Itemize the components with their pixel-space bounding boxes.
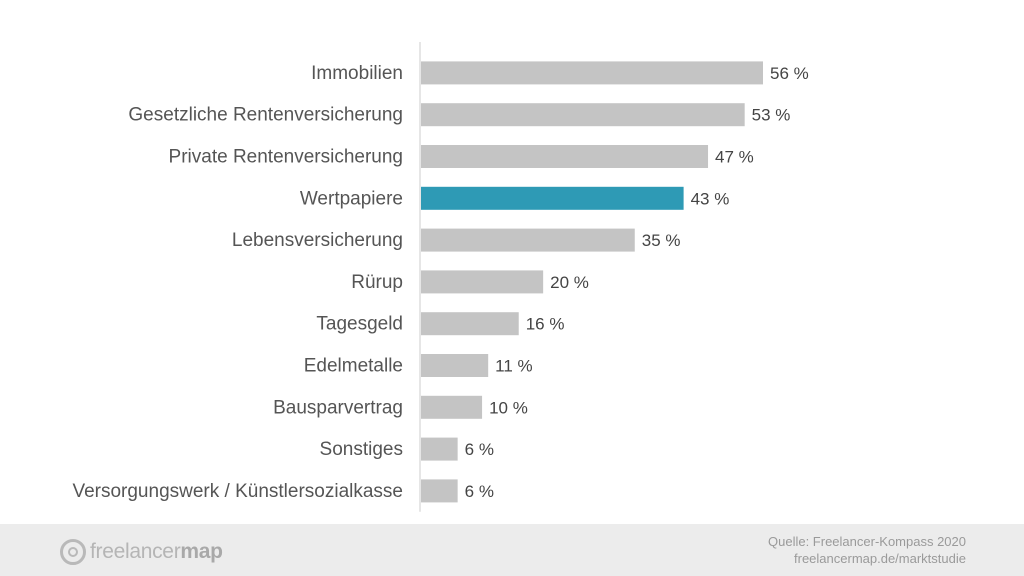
value-label: 6 % [465,482,494,501]
bar-10 [421,479,458,503]
bar-chart: Immobilien Gesetzliche Rentenversicherung… [72,42,809,512]
bar-1 [421,103,745,127]
category-label: Rürup [351,272,403,293]
category-label: Wertpapiere [300,188,403,209]
value-label: 43 % [691,189,730,208]
bar-2 [421,145,709,168]
bar-group [421,61,763,503]
value-label: 16 % [526,315,565,334]
bar-3 [421,186,684,210]
logo-text-bold: map [180,540,223,563]
category-label: Immobilien [311,63,403,84]
value-label: 10 % [489,398,528,417]
bar-9 [421,437,458,461]
category-label: Tagesgeld [316,314,403,335]
logo-text: freelancermap [90,540,223,564]
source-note: Quelle: Freelancer-Kompass 2020 freelanc… [768,533,966,567]
category-label: Private Rentenversicherung [169,147,403,168]
value-label-group: 56 % 53 % 47 % 43 % 35 % 20 % 16 % 11 % 10 % 6 % 6… [465,64,809,501]
value-label: 53 % [752,106,791,125]
category-label-group: Immobilien Gesetzliche Rentenversicherung… [72,63,403,502]
source-url: freelancermap.de/marktstudie [794,551,966,566]
category-label: Gesetzliche Rentenversicherung [128,105,403,126]
logo-text-light: freelancer [90,540,181,563]
value-label: 56 % [770,64,809,83]
logo-mark-icon [60,539,86,565]
category-label: Edelmetalle [304,356,403,377]
bar-4 [421,228,635,252]
category-label: Lebensversicherung [232,230,403,251]
freelancermap-logo: freelancermap [60,536,223,568]
value-label: 35 % [642,231,681,250]
value-label: 6 % [465,440,494,459]
category-label: Bausparvertrag [273,397,403,418]
value-label: 47 % [715,148,754,167]
category-label: Versorgungswerk / Künstlersozialkasse [72,481,403,502]
value-label: 11 % [495,357,533,376]
bar-5 [421,270,544,294]
bar-8 [421,395,483,419]
source-line: Quelle: Freelancer-Kompass 2020 [768,534,966,549]
footer-bar: freelancermap Quelle: Freelancer-Kompass… [0,524,1024,576]
bar-6 [421,312,519,336]
value-label: 20 % [550,273,589,292]
bar-7 [421,354,489,377]
bar-0 [421,61,763,85]
category-label: Sonstiges [320,439,403,460]
